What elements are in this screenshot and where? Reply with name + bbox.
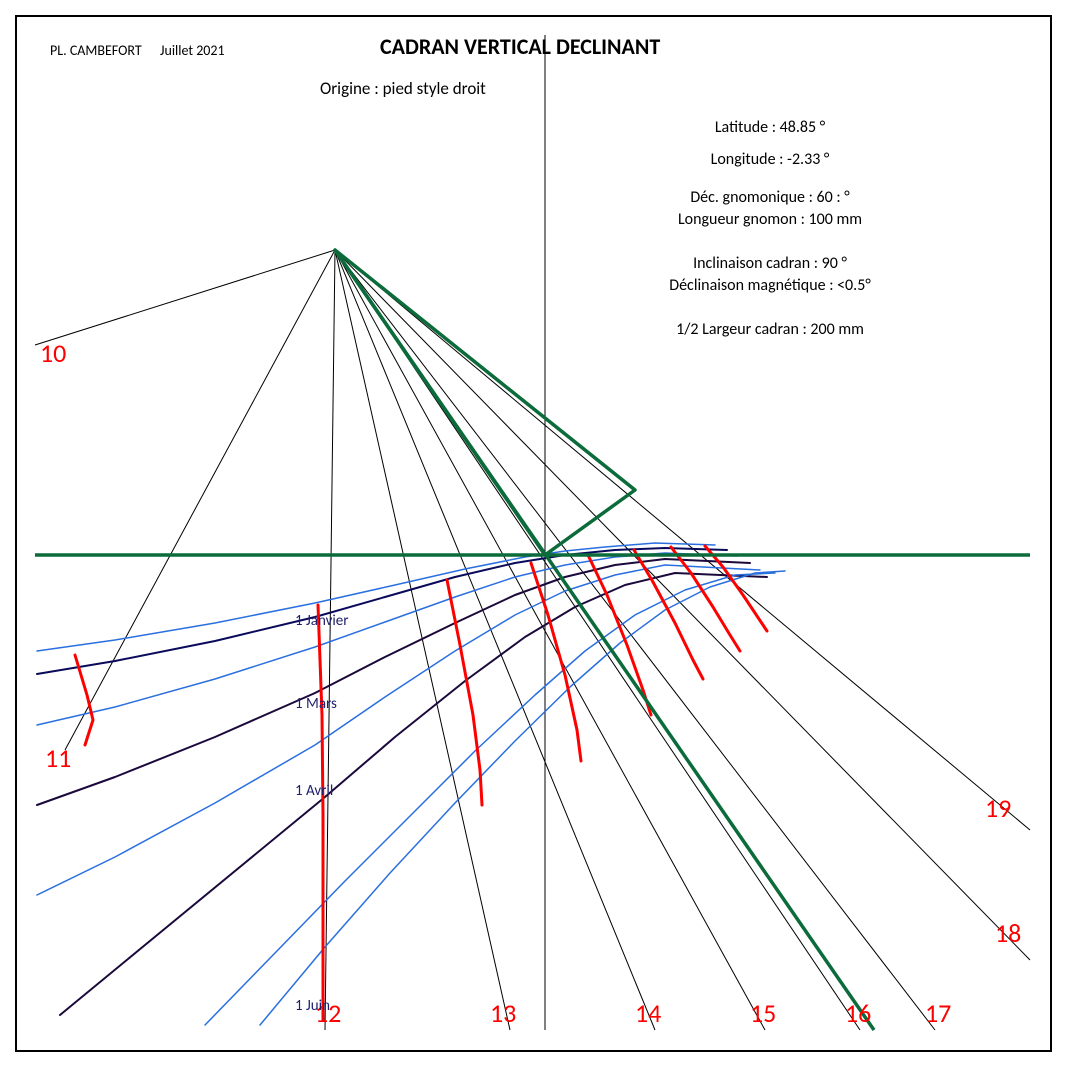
hour-label-17: 17 bbox=[925, 997, 951, 1029]
param-line: Latitude : 48.85 ° bbox=[640, 118, 900, 137]
credit-date: Juillet 2021 bbox=[160, 42, 225, 59]
diagram-title: CADRAN VERTICAL DECLINANT bbox=[380, 33, 660, 60]
hour-label-11: 11 bbox=[45, 742, 71, 774]
hour-label-13: 13 bbox=[490, 997, 516, 1029]
sundial-svg bbox=[15, 15, 1052, 1052]
param-line: 1/2 Largeur cadran : 200 mm bbox=[640, 320, 900, 339]
hour-label-19: 19 bbox=[985, 792, 1011, 824]
param-line: Longueur gnomon : 100 mm bbox=[640, 210, 900, 229]
credit-author: PL. CAMBEFORT bbox=[50, 42, 142, 59]
hour-label-16: 16 bbox=[845, 997, 871, 1029]
hour-label-14: 14 bbox=[635, 997, 661, 1029]
hour-label-15: 15 bbox=[750, 997, 776, 1029]
param-line: Longitude : -2.33 ° bbox=[640, 150, 900, 169]
param-line: Inclinaison cadran : 90 ° bbox=[640, 254, 900, 273]
date-label: 1 Avril bbox=[295, 782, 333, 800]
hour-label-18: 18 bbox=[995, 917, 1021, 949]
date-label: 1 Juin bbox=[295, 997, 330, 1015]
param-line: Déc. gnomonique : 60 : ° bbox=[640, 188, 900, 207]
date-label: 1 Janvier bbox=[295, 612, 349, 630]
date-label: 1 Mars bbox=[295, 695, 337, 713]
hour-label-10: 10 bbox=[40, 337, 66, 369]
subtitle: Origine : pied style droit bbox=[320, 78, 486, 99]
param-line: Déclinaison magnétique : <0.5° bbox=[640, 276, 900, 295]
